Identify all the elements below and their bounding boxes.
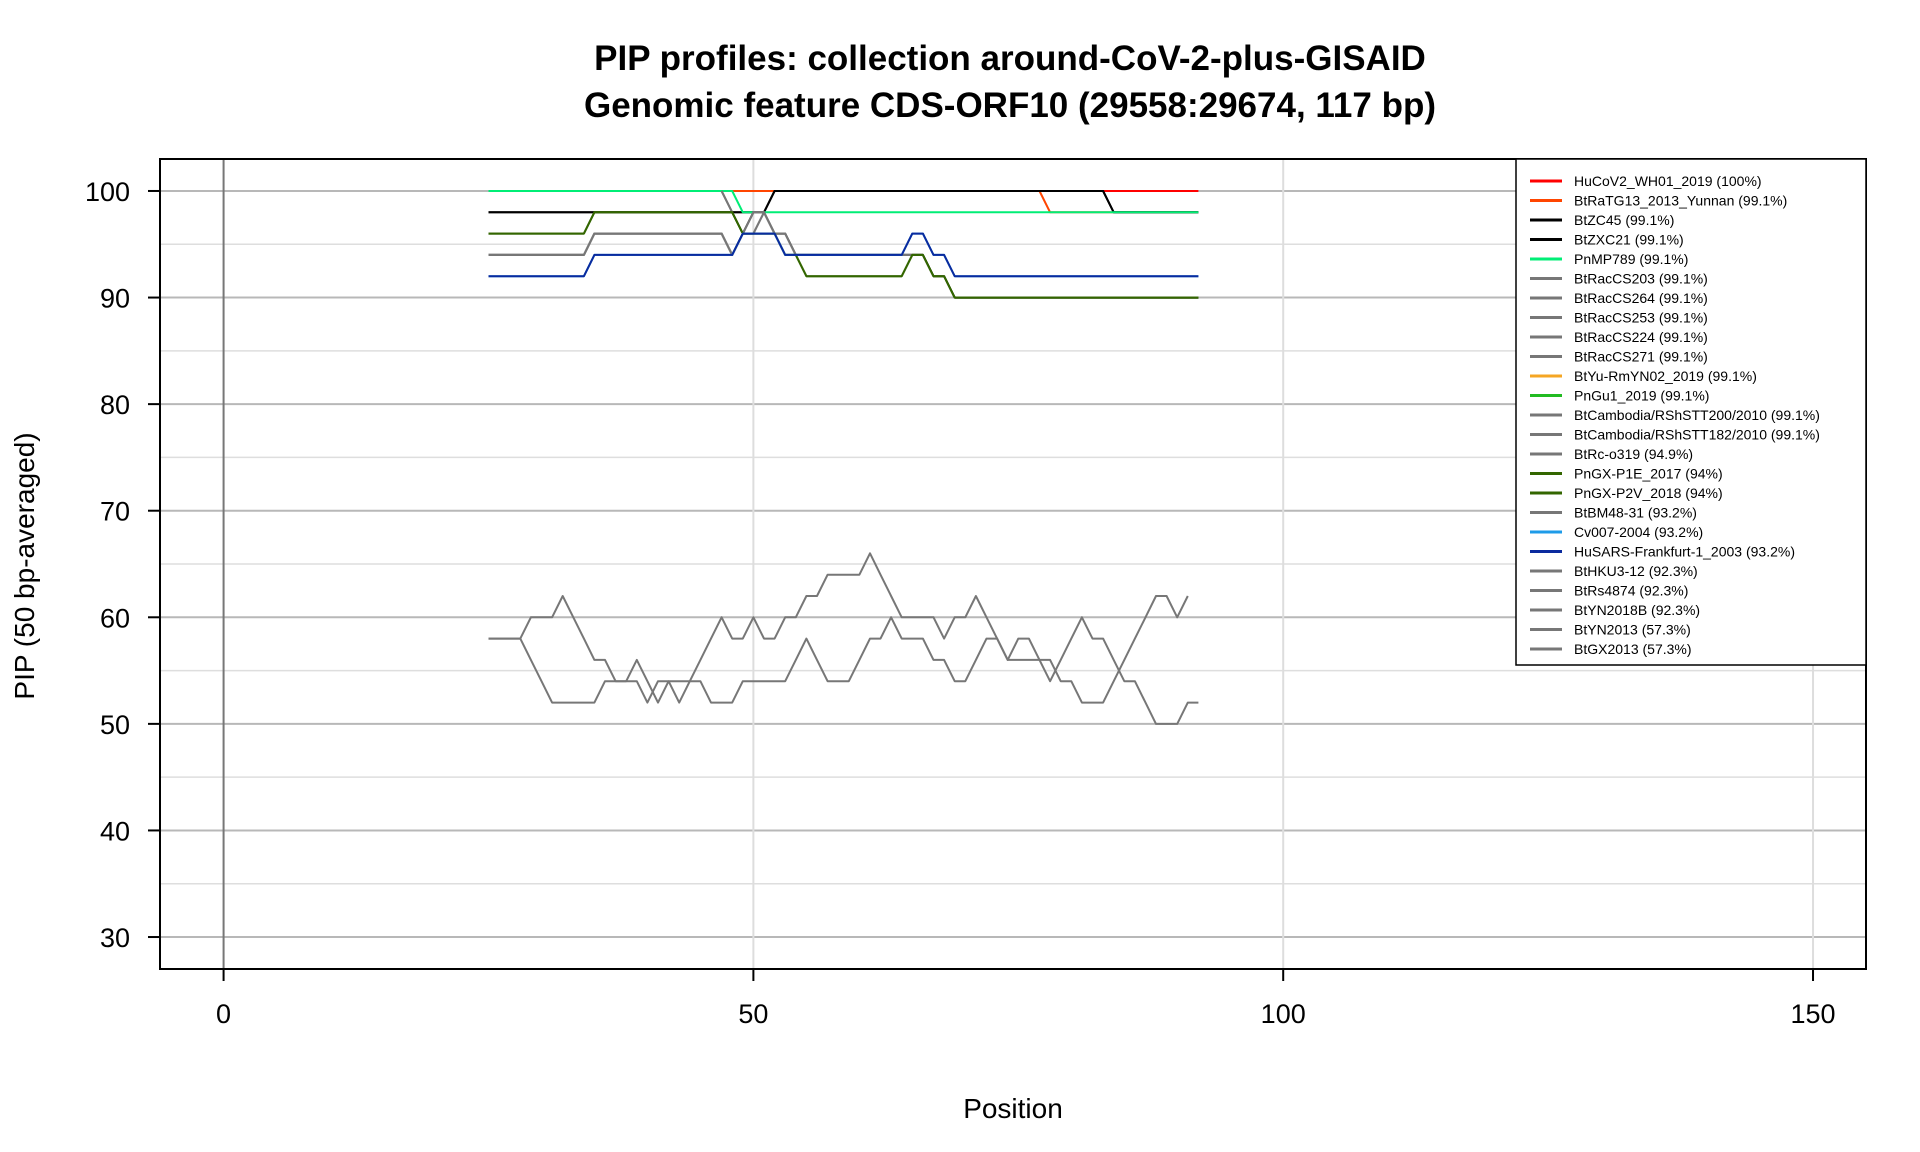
x-axis: 0 50 100 150	[216, 969, 1836, 1029]
legend-entry: BtRacCS271 (99.1%)	[1574, 349, 1708, 365]
legend-entry: BtGX2013 (57.3%)	[1574, 641, 1692, 657]
legend-entry: PnMP789 (99.1%)	[1574, 251, 1688, 267]
x-tick-label: 150	[1790, 999, 1835, 1029]
x-tick-label: 0	[216, 999, 231, 1029]
x-tick-label: 100	[1261, 999, 1306, 1029]
legend-entry: BtRc-o319 (94.9%)	[1574, 446, 1693, 462]
legend-entry: BtCambodia/RShSTT200/2010 (99.1%)	[1574, 407, 1820, 423]
legend-entry: HuCoV2_WH01_2019 (100%)	[1574, 173, 1762, 189]
legend-entry: HuSARS-Frankfurt-1_2003 (93.2%)	[1574, 544, 1795, 560]
legend-entry: BtRacCS264 (99.1%)	[1574, 290, 1708, 306]
legend-entry: PnGX-P2V_2018 (94%)	[1574, 485, 1723, 501]
legend-box	[1515, 158, 1867, 666]
series-line-4	[488, 190, 1199, 214]
y-tick-label: 90	[100, 284, 130, 314]
series-line-16	[488, 211, 1199, 299]
series-layer	[488, 190, 1199, 725]
legend-entry: BtRacCS224 (99.1%)	[1574, 329, 1708, 345]
y-tick-label: 100	[85, 177, 130, 207]
y-tick-label: 60	[100, 603, 130, 633]
legend-entry: BtRacCS253 (99.1%)	[1574, 310, 1708, 326]
series-line-24	[488, 595, 1189, 704]
legend-entry: BtZC45 (99.1%)	[1574, 212, 1674, 228]
y-axis-label: PIP (50 bp-averaged)	[9, 432, 40, 699]
legend-entry: Cv007-2004 (93.2%)	[1574, 524, 1703, 540]
x-tick-label: 50	[738, 999, 768, 1029]
legend-entry: BtZXC21 (99.1%)	[1574, 232, 1684, 248]
y-tick-label: 30	[100, 923, 130, 953]
legend-entry: BtBM48-31 (93.2%)	[1574, 505, 1697, 521]
legend-entry: BtYN2013 (57.3%)	[1574, 622, 1691, 638]
y-tick-label: 50	[100, 710, 130, 740]
legend-entry: BtRacCS203 (99.1%)	[1574, 271, 1708, 287]
series-line-23	[488, 552, 1199, 725]
legend-entry: BtHKU3-12 (92.3%)	[1574, 563, 1698, 579]
legend-entry: BtRs4874 (92.3%)	[1574, 583, 1688, 599]
chart-title: PIP profiles: collection around-CoV-2-pl…	[594, 39, 1426, 78]
chart-subtitle: Genomic feature CDS-ORF10 (29558:29674, …	[584, 86, 1436, 125]
legend: HuCoV2_WH01_2019 (100%) BtRaTG13_2013_Yun…	[1515, 158, 1867, 666]
legend-entry: BtYN2018B (92.3%)	[1574, 602, 1700, 618]
series-line-3	[488, 190, 1199, 214]
y-tick-label: 40	[100, 816, 130, 846]
legend-entry: PnGu1_2019 (99.1%)	[1574, 388, 1709, 404]
series-line-2	[488, 190, 1199, 214]
series-line-19	[488, 232, 1199, 278]
y-axis: 30 40 50 60 70 80 90 100	[85, 177, 160, 953]
x-axis-label: Position	[963, 1093, 1063, 1124]
legend-entry: BtYu-RmYN02_2019 (99.1%)	[1574, 368, 1757, 384]
legend-entry: BtRaTG13_2013_Yunnan (99.1%)	[1574, 193, 1787, 209]
series-line-1	[488, 190, 1199, 214]
y-tick-label: 80	[100, 390, 130, 420]
legend-entry: BtCambodia/RShSTT182/2010 (99.1%)	[1574, 427, 1820, 443]
legend-entry: PnGX-P1E_2017 (94%)	[1574, 466, 1723, 482]
y-tick-label: 70	[100, 497, 130, 527]
